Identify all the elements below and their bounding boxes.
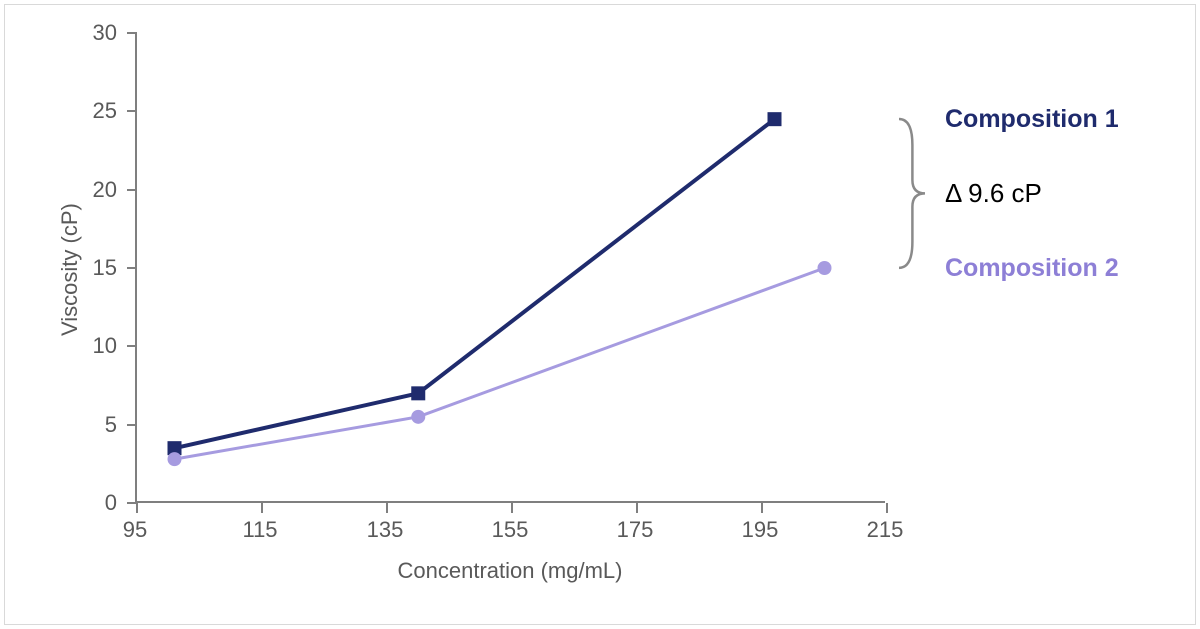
series-line	[175, 268, 825, 459]
y-tick-label: 5	[105, 412, 117, 438]
series-marker	[818, 261, 832, 275]
y-axis-label: Viscosity (cP)	[57, 203, 83, 336]
y-tick	[127, 189, 137, 191]
series-marker	[411, 386, 425, 400]
y-tick	[127, 110, 137, 112]
x-tick-label: 155	[492, 517, 529, 543]
x-tick	[136, 503, 138, 513]
chart-frame: Viscosity (cP) Concentration (mg/mL) Com…	[4, 4, 1196, 625]
y-tick	[127, 32, 137, 34]
x-tick	[761, 503, 763, 513]
y-tick-label: 20	[93, 177, 117, 203]
x-tick-label: 195	[742, 517, 779, 543]
legend-composition-2: Composition 2	[945, 254, 1119, 283]
y-tick-label: 30	[93, 20, 117, 46]
y-tick-label: 15	[93, 255, 117, 281]
y-tick-label: 25	[93, 98, 117, 124]
y-tick	[127, 424, 137, 426]
x-tick-label: 175	[617, 517, 654, 543]
series-marker	[168, 452, 182, 466]
series-marker	[768, 112, 782, 126]
brace-path	[899, 119, 925, 268]
x-tick	[636, 503, 638, 513]
x-tick	[386, 503, 388, 513]
x-tick-label: 115	[242, 517, 277, 543]
x-tick-label: 95	[123, 517, 147, 543]
x-axis-label: Concentration (mg/mL)	[398, 558, 623, 584]
series-svg	[137, 33, 887, 503]
x-tick	[511, 503, 513, 513]
series-line	[175, 119, 775, 448]
x-tick-label: 215	[867, 517, 904, 543]
y-tick	[127, 345, 137, 347]
x-tick	[261, 503, 263, 513]
y-tick	[127, 267, 137, 269]
x-tick	[886, 503, 888, 513]
delta-annotation: Δ 9.6 cP	[945, 178, 1042, 209]
plot-area	[135, 33, 885, 503]
legend-composition-1: Composition 1	[945, 105, 1119, 134]
delta-brace	[897, 114, 931, 273]
x-tick-label: 135	[367, 517, 404, 543]
series-marker	[411, 410, 425, 424]
y-tick-label: 0	[105, 490, 117, 516]
y-tick-label: 10	[93, 333, 117, 359]
